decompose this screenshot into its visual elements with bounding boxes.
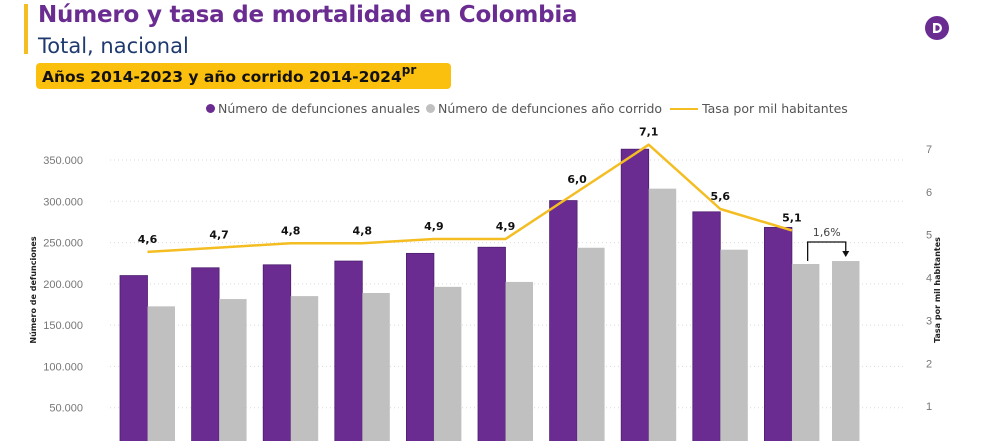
chart-legend: Número de defunciones anuales Número de … [206,101,854,116]
rate-label: 6,0 [567,173,587,186]
y-tick-label: 50.000 [49,403,83,415]
period-banner: Años 2014-2023 y año corrido 2014-2024pr [36,63,451,89]
bar-ytd [290,296,319,441]
bar-annual [549,200,578,441]
rate-label: 7,1 [639,126,659,139]
y-tick-label: 200.000 [43,279,83,291]
logo-glyph [933,23,942,33]
bar-annual [119,275,148,441]
y2-tick-label: 7 [926,144,932,156]
annotation-arrow-icon [842,251,850,258]
legend-item-rate[interactable]: Tasa por mil habitantes [668,101,848,116]
rate-label: 5,6 [711,190,731,203]
y2-tick-label: 4 [926,273,932,285]
bar-annual [620,148,650,441]
rate-label: 4,7 [209,229,229,242]
title-accent-bar [24,4,28,54]
y-tick-label: 350.000 [43,155,83,167]
bar-annual [334,260,363,441]
bar-ytd [147,306,175,441]
legend-item-ytd[interactable]: Número de defunciones año corrido [426,101,662,116]
period-text: Años 2014-2023 y año corrido 2014-2024pr [42,63,417,87]
legend-label-rate: Tasa por mil habitantes [702,101,848,116]
y2-tick-label: 5 [926,230,932,242]
bar-ytd [362,292,390,441]
y-tick-label: 150.000 [43,320,83,332]
legend-line-rate [670,107,699,110]
rate-label: 4,8 [353,224,373,237]
period-superscript: pr [401,63,417,77]
y-axis-title: Número de defunciones [29,236,38,343]
dane-logo-icon[interactable] [925,16,949,40]
y-tick-label: 100.000 [43,361,83,373]
bar-annual [477,246,506,441]
rate-line [147,143,793,254]
y-tick-label: 300.000 [43,196,83,208]
page-subtitle: Total, nacional [38,34,189,58]
bar-annual [764,226,793,441]
bar-annual [692,211,721,441]
legend-item-annual[interactable]: Número de defunciones anuales [206,101,420,116]
y-tick-label: 250.000 [43,238,83,250]
y2-tick-label: 6 [926,187,932,199]
page-title: Número y tasa de mortalidad en Colombia [38,2,578,28]
y2-tick-label: 2 [926,358,932,370]
bar-ytd [648,188,677,441]
rate-label: 4,8 [281,224,301,237]
period-label: Años 2014-2023 y año corrido 2014-2024 [42,68,402,87]
y2-tick-label: 3 [926,315,932,327]
y2-axis-title: Tasa por mil habitantes [933,237,942,343]
bar-ytd [832,261,860,441]
bar-ytd [720,249,748,441]
bar-annual [262,264,292,441]
annotation-label: 1,6% [813,226,841,239]
bar-annual [405,252,435,441]
legend-label-annual: Número de defunciones anuales [218,101,421,116]
y2-tick-label: 1 [926,401,932,413]
bar-ytd [791,263,820,441]
bar-annual [191,267,220,441]
bar-ytd [219,299,247,441]
annotation-bracket [807,241,847,261]
legend-dot-ytd [426,104,436,113]
legend-label-ytd: Número de defunciones año corrido [438,101,663,116]
bar-ytd [433,286,462,441]
rate-label: 4,6 [138,233,158,246]
bar-ytd [505,281,533,441]
legend-dot-annual [206,104,215,113]
rate-label: 5,1 [782,211,802,224]
rate-label: 4,9 [496,220,516,233]
rate-label: 4,9 [424,220,444,233]
bar-ytd [577,247,605,441]
